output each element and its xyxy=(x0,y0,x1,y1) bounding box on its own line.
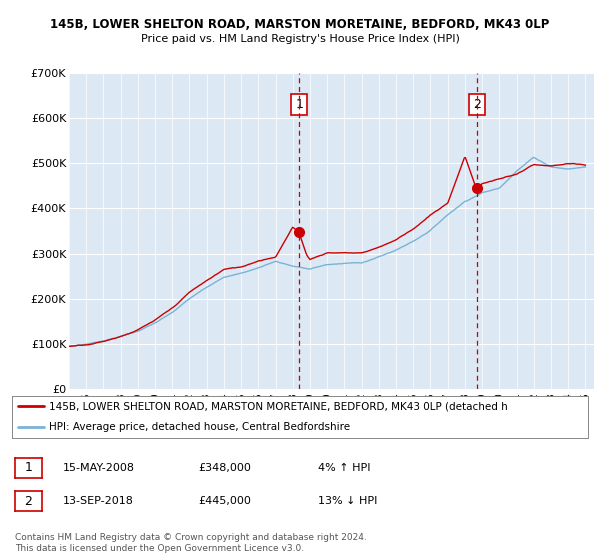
Text: £445,000: £445,000 xyxy=(198,496,251,506)
Text: 13-SEP-2018: 13-SEP-2018 xyxy=(63,496,134,506)
Text: 145B, LOWER SHELTON ROAD, MARSTON MORETAINE, BEDFORD, MK43 0LP: 145B, LOWER SHELTON ROAD, MARSTON MORETA… xyxy=(50,18,550,31)
Text: £348,000: £348,000 xyxy=(198,463,251,473)
Text: 13% ↓ HPI: 13% ↓ HPI xyxy=(318,496,377,506)
Text: Price paid vs. HM Land Registry's House Price Index (HPI): Price paid vs. HM Land Registry's House … xyxy=(140,34,460,44)
Text: 2: 2 xyxy=(473,98,481,111)
Text: 15-MAY-2008: 15-MAY-2008 xyxy=(63,463,135,473)
Text: 1: 1 xyxy=(295,98,303,111)
Text: HPI: Average price, detached house, Central Bedfordshire: HPI: Average price, detached house, Cent… xyxy=(49,422,350,432)
Text: 2: 2 xyxy=(25,494,32,508)
Text: 4% ↑ HPI: 4% ↑ HPI xyxy=(318,463,371,473)
Text: 145B, LOWER SHELTON ROAD, MARSTON MORETAINE, BEDFORD, MK43 0LP (detached h: 145B, LOWER SHELTON ROAD, MARSTON MORETA… xyxy=(49,402,508,412)
Text: 1: 1 xyxy=(25,461,32,474)
Text: Contains HM Land Registry data © Crown copyright and database right 2024.
This d: Contains HM Land Registry data © Crown c… xyxy=(15,533,367,553)
